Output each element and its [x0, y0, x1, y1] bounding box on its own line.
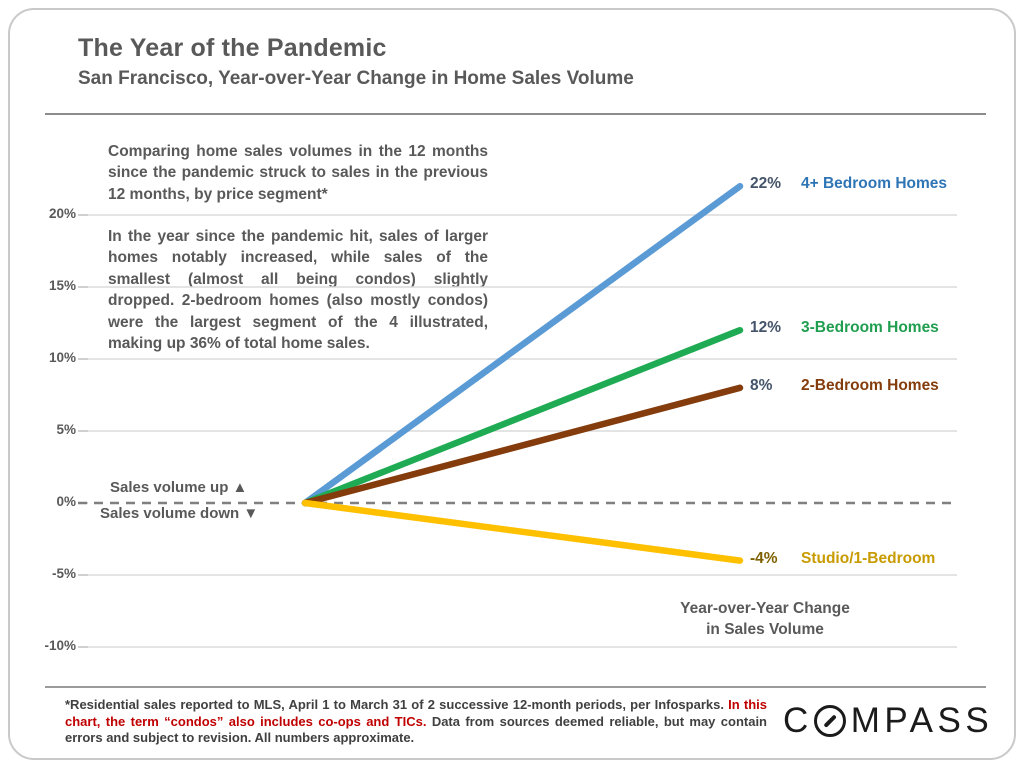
- series-name-label: 2-Bedroom Homes: [801, 376, 939, 394]
- series-name-label: 4+ Bedroom Homes: [801, 175, 948, 193]
- y-axis-tick-label: 5%: [56, 422, 76, 437]
- series-value-label: 8%: [750, 376, 773, 394]
- series-value-label: 22%: [750, 175, 782, 193]
- series-label: -4% Studio/1-Bedroom: [750, 550, 935, 568]
- compass-logo-c: C: [783, 701, 813, 740]
- y-axis-tick-label: 15%: [48, 278, 76, 293]
- slide-border: [8, 8, 1016, 760]
- sales-volume-up-label: Sales volume up ▲: [110, 479, 248, 496]
- y-axis-tick-label: 10%: [48, 350, 76, 365]
- footnote-text-1: *Residential sales reported to MLS, Apri…: [65, 697, 729, 712]
- footer-divider: [45, 686, 986, 688]
- annotation-paragraph-1: Comparing home sales volumes in the 12 m…: [108, 143, 488, 203]
- sales-volume-down-label: Sales volume down ▼: [100, 505, 259, 522]
- series-label: 12% 3-Bedroom Homes: [750, 319, 939, 337]
- series-name-label: Studio/1-Bedroom: [801, 549, 936, 567]
- x-axis-label: Year-over-Year Change in Sales Volume: [640, 598, 890, 640]
- x-axis-label-line2: in Sales Volume: [706, 621, 824, 638]
- y-axis-tick-label: -5%: [51, 566, 76, 581]
- compass-logo: C MPASS: [783, 701, 993, 741]
- compass-logo-mpass: MPASS: [850, 701, 994, 740]
- page-title: The Year of the Pandemic: [78, 34, 387, 62]
- series-label: 22% 4+ Bedroom Homes: [750, 175, 947, 193]
- series-value-label: -4%: [750, 549, 778, 567]
- series-label: 8% 2-Bedroom Homes: [750, 377, 939, 395]
- x-axis-label-line1: Year-over-Year Change: [680, 600, 850, 617]
- header-divider: [45, 113, 986, 115]
- y-axis-tick-label: -10%: [44, 638, 76, 653]
- series-value-label: 12%: [750, 319, 782, 337]
- series-line-2-bedroom-homes: [301, 384, 744, 507]
- footnote: *Residential sales reported to MLS, Apri…: [65, 697, 767, 747]
- page-subtitle: San Francisco, Year-over-Year Change in …: [78, 68, 634, 89]
- series-line-4-bedroom-homes: [301, 182, 744, 507]
- series-name-label: 3-Bedroom Homes: [801, 319, 939, 337]
- series-line-studio-1-bedroom: [301, 499, 744, 564]
- annotation-paragraph-2: In the year since the pandemic hit, sale…: [108, 228, 488, 353]
- series-line-3-bedroom-homes: [301, 326, 744, 507]
- compass-o-icon: [813, 705, 846, 737]
- y-axis-tick-label: 20%: [48, 206, 76, 221]
- y-axis-tick-label: 0%: [56, 494, 76, 509]
- footnote-text-2: Data from sources deemed reliable, but m…: [65, 713, 767, 746]
- footnote-text-red: In this chart, the term “condos” also in…: [65, 697, 767, 729]
